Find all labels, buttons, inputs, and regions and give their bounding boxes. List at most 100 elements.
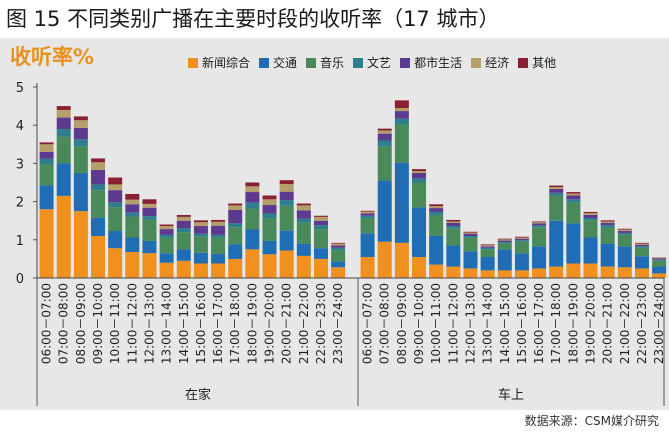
- bar-segment-car-4-0: [429, 264, 444, 278]
- bar-segment-car-15-1: [617, 246, 632, 268]
- bar-segment-home-2-1: [73, 172, 88, 212]
- bar-segment-home-7-6: [159, 224, 174, 227]
- bar-segment-home-16-2: [313, 229, 328, 249]
- bar-segment-car-9-5: [514, 237, 529, 239]
- bar-segment-car-14-3: [600, 225, 615, 228]
- bar-segment-car-10-2: [532, 227, 547, 247]
- bar-segment-car-15-4: [617, 231, 632, 233]
- bar-segment-home-6-1: [142, 240, 157, 254]
- bar-segment-car-12-0: [566, 263, 581, 278]
- bar-segment-car-10-4: [532, 223, 547, 226]
- group-label-car: 车上: [498, 387, 524, 403]
- legend-swatch-traffic: [259, 57, 270, 68]
- bar-segment-home-16-6: [313, 215, 328, 217]
- bar-segment-home-0-2: [39, 164, 54, 186]
- x-tick-label-car: 20:00－21:00: [601, 283, 615, 364]
- bar-segment-car-6-6: [463, 231, 478, 233]
- bar-segment-home-0-3: [39, 158, 54, 165]
- bar-segment-car-11-1: [549, 220, 564, 267]
- bar-segment-car-6-4: [463, 233, 478, 236]
- bar-segment-home-16-3: [313, 225, 328, 230]
- bar-segment-home-0-0: [39, 209, 54, 278]
- x-tick-label-car: 21:00－22:00: [618, 283, 632, 364]
- bar-segment-car-17-0: [652, 273, 667, 278]
- bar-segment-car-14-6: [600, 220, 615, 222]
- bar-segment-home-6-0: [142, 253, 157, 278]
- bar-segment-home-8-0: [176, 260, 191, 278]
- bar-segment-home-13-4: [262, 205, 277, 214]
- bar-segment-car-14-1: [600, 243, 615, 267]
- bar-segment-car-9-0: [514, 270, 529, 278]
- bar-segment-car-0-2: [360, 218, 375, 234]
- bar-segment-car-7-2: [480, 249, 495, 257]
- bar-segment-car-1-4: [377, 133, 392, 141]
- bar-segment-car-1-3: [377, 140, 392, 147]
- bar-segment-car-13-2: [583, 220, 598, 238]
- bar-segment-home-15-1: [296, 243, 311, 256]
- bar-segment-car-10-3: [532, 225, 547, 228]
- bar-segment-car-13-0: [583, 263, 598, 278]
- bar-segment-car-8-4: [497, 240, 512, 243]
- legend-swatch-other: [518, 57, 529, 68]
- x-tick-label-car: 23:00－24:00: [652, 283, 666, 364]
- bar-segment-home-5-0: [125, 252, 140, 278]
- bar-segment-home-4-3: [108, 202, 123, 208]
- bar-segment-car-5-6: [446, 219, 461, 222]
- bar-segment-car-5-1: [446, 245, 461, 267]
- bar-segment-home-4-0: [108, 248, 123, 278]
- x-tick-label-home: 15:00－16:00: [194, 283, 208, 364]
- y-tick-label: 5: [16, 81, 24, 96]
- group-label-home: 在家: [185, 387, 211, 403]
- bar-segment-car-1-5: [377, 130, 392, 134]
- bar-segment-home-14-0: [279, 250, 294, 278]
- bar-segment-home-5-1: [125, 237, 140, 253]
- bar-segment-home-3-3: [91, 184, 106, 191]
- bar-segment-home-0-5: [39, 144, 54, 152]
- bar-segment-car-10-0: [532, 268, 547, 278]
- bar-segment-car-14-2: [600, 227, 615, 244]
- bar-segment-car-17-5: [652, 257, 667, 259]
- bar-segment-car-11-5: [549, 187, 564, 189]
- bar-segment-home-17-1: [331, 261, 346, 268]
- bar-segment-car-1-2: [377, 146, 392, 181]
- bar-segment-home-1-5: [56, 109, 71, 118]
- x-tick-label-home: 16:00－17:00: [211, 283, 225, 364]
- x-tick-label-car: 17:00－18:00: [549, 283, 563, 364]
- x-tick-label-car: 14:00－15:00: [498, 283, 512, 364]
- bar-segment-car-2-4: [394, 111, 409, 119]
- y-tick-label: 0: [16, 272, 24, 287]
- bar-segment-car-3-6: [412, 169, 427, 172]
- bar-segment-car-8-3: [497, 242, 512, 244]
- bar-segment-car-16-4: [634, 244, 649, 247]
- bar-segment-car-5-0: [446, 266, 461, 278]
- bar-segment-home-11-4: [228, 210, 243, 224]
- bar-segment-car-16-0: [634, 268, 649, 278]
- bar-segment-car-10-5: [532, 222, 547, 224]
- legend-swatch-music: [306, 57, 317, 68]
- bar-segment-home-17-4: [331, 245, 346, 248]
- x-tick-label-car: 10:00－11:00: [429, 283, 443, 364]
- bar-segment-car-0-0: [360, 256, 375, 278]
- legend-label-economy: 经济: [485, 56, 510, 70]
- x-tick-label-home: 23:00－24:00: [331, 283, 345, 364]
- bar-segment-car-5-3: [446, 226, 461, 229]
- bar-segment-home-8-3: [176, 228, 191, 233]
- legend-item-urban: 都市生活: [400, 54, 462, 71]
- x-tick-label-home: 07:00－08:00: [57, 283, 71, 364]
- bar-segment-home-1-1: [56, 163, 71, 196]
- bar-segment-home-8-6: [176, 214, 191, 217]
- legend-label-traffic: 交通: [273, 56, 298, 70]
- bar-segment-home-3-0: [91, 235, 106, 278]
- bar-segment-car-0-4: [360, 213, 375, 216]
- bar-segment-car-0-1: [360, 233, 375, 257]
- bar-segment-home-4-2: [108, 207, 123, 232]
- bar-segment-home-9-0: [193, 263, 208, 278]
- x-tick-label-car: 11:00－12:00: [446, 283, 460, 364]
- bar-segment-home-9-1: [193, 252, 208, 264]
- x-tick-label-car: 12:00－13:00: [463, 283, 477, 364]
- bar-segment-home-10-5: [211, 221, 226, 226]
- bar-segment-home-15-0: [296, 255, 311, 278]
- legend-label-music: 音乐: [320, 56, 345, 70]
